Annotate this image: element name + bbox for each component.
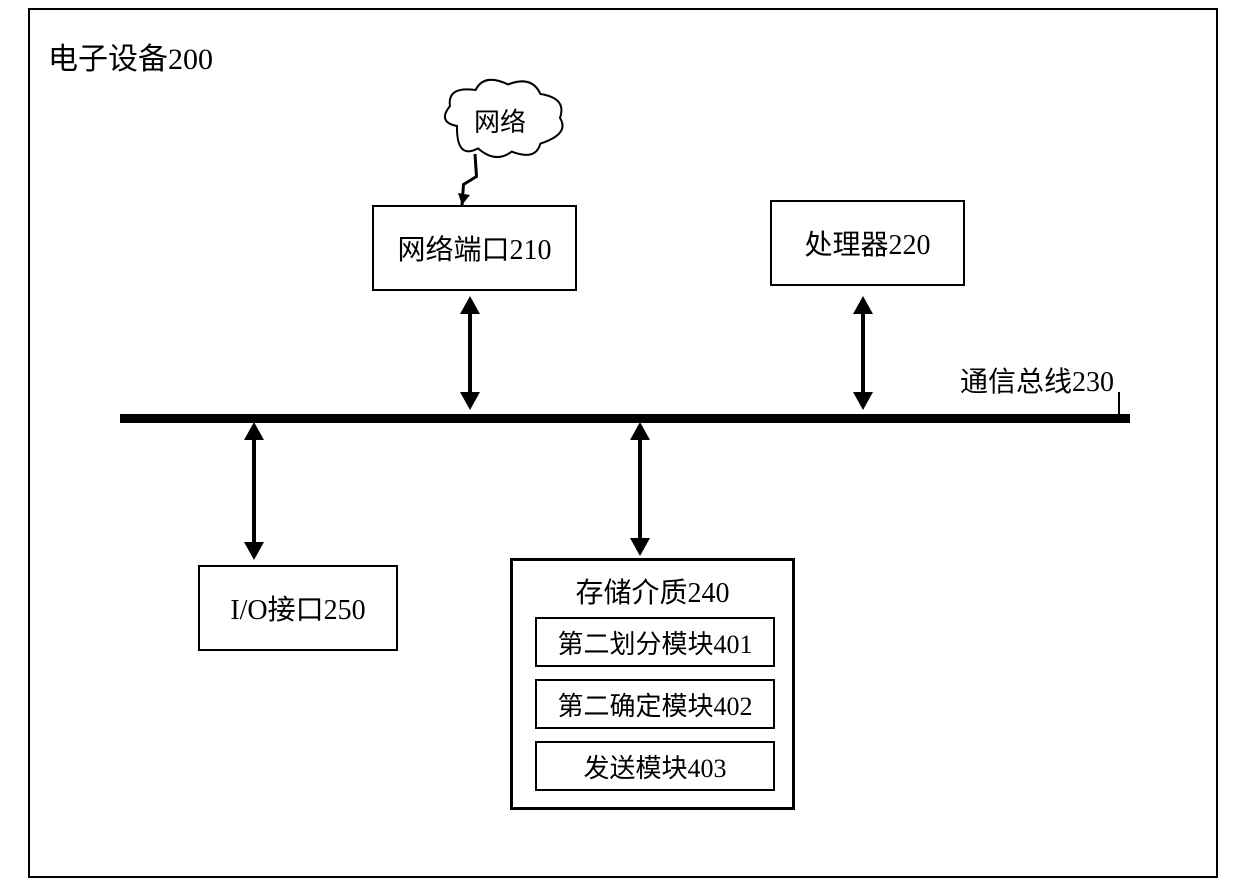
io-interface-label: I/O接口250 [230,588,365,628]
module-determine-label: 第二确定模块402 [557,686,752,723]
storage-medium-label: 存储介质240 [513,571,792,611]
diagram-title: 电子设备200 [48,34,213,78]
module-send-label: 发送模块403 [583,748,726,785]
network-cloud-label: 网络 [474,102,526,139]
storage-medium-box: 存储介质240 第二划分模块401 第二确定模块402 发送模块403 [510,558,795,810]
communication-bus-label: 通信总线230 [960,360,1114,400]
module-partition-label: 第二划分模块401 [557,624,752,661]
communication-bus-line [120,414,1130,423]
processor-label: 处理器220 [804,223,930,263]
module-send: 发送模块403 [535,741,775,791]
network-connection-bolt-icon [447,152,490,213]
bus-tick-mark [1118,392,1120,416]
network-port-box: 网络端口210 [372,205,577,291]
module-determine: 第二确定模块402 [535,679,775,729]
network-port-label: 网络端口210 [397,228,551,268]
processor-box: 处理器220 [770,200,965,286]
module-partition: 第二划分模块401 [535,617,775,667]
io-interface-box: I/O接口250 [198,565,398,651]
